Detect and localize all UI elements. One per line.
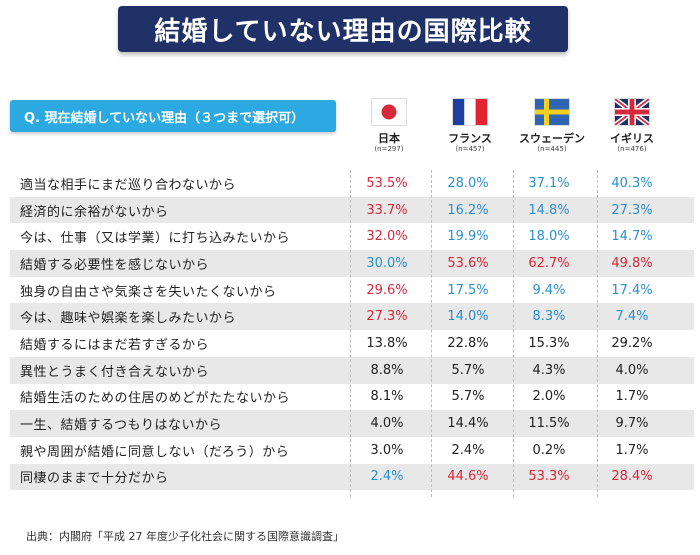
value-cell: 4.3%: [532, 362, 566, 378]
column-divider: [513, 170, 514, 497]
value-cell: 2.0%: [532, 389, 566, 405]
value-cell: 2.4%: [451, 442, 485, 458]
japan-flag-icon: [372, 99, 406, 125]
table-row: 一生、結婚するつもりはないから 4.0% 14.4% 11.5% 9.7%: [10, 410, 694, 437]
value-cell: 53.3%: [528, 469, 570, 485]
uk-flag-icon: [615, 99, 649, 125]
row-label: 今は、趣味や娯楽を楽しみたいから: [20, 311, 237, 327]
row-label: 同棲のままで十分だから: [20, 471, 169, 487]
table-row: 異性とうまく付き合えないから 8.8% 5.7% 4.3% 4.0%: [10, 356, 694, 384]
comparison-table: 適当な相手にまだ巡り合わないから 53.5% 28.0% 37.1% 40.3% 経済的に…: [10, 170, 694, 491]
row-label: 経済的に余裕がないから: [20, 204, 169, 220]
column-header-sweden: スウェーデン (n=445): [519, 132, 585, 153]
table-row: 独身の自由さや気楽さを失いたくないから 29.6% 17.5% 9.4% 17.4%: [10, 277, 694, 304]
column-divider: [350, 170, 351, 497]
table-row: 今は、仕事（又は学業）に打ち込みたいから 32.0% 19.9% 18.0% 14.7%: [10, 223, 694, 250]
question-label: Q. 現在結婚していない理由（３つまで選択可）: [10, 100, 336, 132]
value-cell: 27.3%: [611, 202, 653, 218]
value-cell: 37.1%: [528, 175, 570, 191]
value-cell: 1.7%: [615, 442, 649, 458]
source-note: 出典：内閣府「平成 27 年度少子化社会に関する国際意識調査」: [26, 530, 344, 543]
value-cell: 44.6%: [447, 469, 489, 485]
france-flag-icon: [453, 99, 487, 125]
row-label: 今は、仕事（又は学業）に打ち込みたいから: [20, 231, 291, 247]
row-label: 独身の自由さや気楽さを失いたくないから: [20, 284, 277, 300]
table-row: 今は、趣味や娯楽を楽しみたいから 27.3% 14.0% 8.3% 7.4%: [10, 303, 694, 331]
value-cell: 30.0%: [366, 255, 408, 271]
value-cell: 5.7%: [451, 389, 485, 405]
column-divider: [431, 170, 432, 497]
value-cell: 17.5%: [447, 282, 489, 298]
table-row: 適当な相手にまだ巡り合わないから 53.5% 28.0% 37.1% 40.3%: [10, 170, 694, 197]
table-row: 結婚するにはまだ若すぎるから 13.8% 22.8% 15.3% 29.2%: [10, 330, 694, 357]
value-cell: 13.8%: [366, 335, 408, 351]
row-label: 異性とうまく付き合えないから: [20, 364, 210, 380]
value-cell: 16.2%: [447, 202, 489, 218]
value-cell: 18.0%: [528, 229, 570, 245]
table-row: 同棲のままで十分だから 2.4% 44.6% 53.3% 28.4%: [10, 463, 694, 491]
value-cell: 11.5%: [528, 416, 570, 432]
value-cell: 40.3%: [611, 175, 653, 191]
row-label: 結婚する必要性を感じないから: [20, 257, 210, 273]
value-cell: 9.4%: [532, 282, 566, 298]
row-label: 結婚するにはまだ若すぎるから: [20, 337, 210, 353]
value-cell: 7.4%: [615, 309, 649, 325]
table-row: 結婚生活のための住居のめどがたたないから 8.1% 5.7% 2.0% 1.7%: [10, 384, 694, 411]
value-cell: 3.0%: [370, 442, 404, 458]
value-cell: 14.8%: [528, 202, 570, 218]
value-cell: 4.0%: [370, 416, 404, 432]
value-cell: 28.4%: [611, 469, 653, 485]
value-cell: 29.6%: [366, 282, 408, 298]
sweden-flag-icon: [535, 99, 569, 125]
row-label: 結婚生活のための住居のめどがたたないから: [20, 391, 291, 407]
row-label: 一生、結婚するつもりはないから: [20, 418, 222, 434]
value-cell: 17.4%: [611, 282, 653, 298]
value-cell: 8.8%: [370, 362, 404, 378]
value-cell: 14.0%: [447, 309, 489, 325]
value-cell: 49.8%: [611, 255, 653, 271]
column-header-uk: イギリス (n=476): [610, 132, 654, 153]
column-divider: [597, 170, 598, 497]
value-cell: 28.0%: [447, 175, 489, 191]
table-row: 結婚する必要性を感じないから 30.0% 53.6% 62.7% 49.8%: [10, 250, 694, 277]
value-cell: 1.7%: [615, 389, 649, 405]
value-cell: 4.0%: [615, 362, 649, 378]
value-cell: 62.7%: [528, 255, 570, 271]
column-header-japan: 日本 (n=297): [374, 132, 404, 153]
row-label: 適当な相手にまだ巡り合わないから: [20, 177, 237, 193]
value-cell: 15.3%: [528, 335, 570, 351]
column-header-france: フランス (n=457): [448, 132, 492, 153]
page-title: 結婚していない理由の国際比較: [118, 6, 568, 52]
value-cell: 33.7%: [366, 202, 408, 218]
value-cell: 53.5%: [366, 175, 408, 191]
value-cell: 19.9%: [447, 229, 489, 245]
value-cell: 9.7%: [615, 416, 649, 432]
value-cell: 29.2%: [611, 335, 653, 351]
table-row: 経済的に余裕がないから 33.7% 16.2% 14.8% 27.3%: [10, 196, 694, 224]
value-cell: 14.7%: [611, 229, 653, 245]
value-cell: 8.1%: [370, 389, 404, 405]
value-cell: 14.4%: [447, 416, 489, 432]
value-cell: 2.4%: [370, 469, 404, 485]
row-label: 親や周囲が結婚に同意しない（だろう）から: [20, 444, 290, 460]
table-row: 親や周囲が結婚に同意しない（だろう）から 3.0% 2.4% 0.2% 1.7%: [10, 437, 694, 464]
value-cell: 22.8%: [447, 335, 489, 351]
value-cell: 27.3%: [366, 309, 408, 325]
value-cell: 8.3%: [532, 309, 566, 325]
value-cell: 0.2%: [532, 442, 566, 458]
value-cell: 53.6%: [447, 255, 489, 271]
value-cell: 5.7%: [451, 362, 485, 378]
value-cell: 32.0%: [366, 229, 408, 245]
